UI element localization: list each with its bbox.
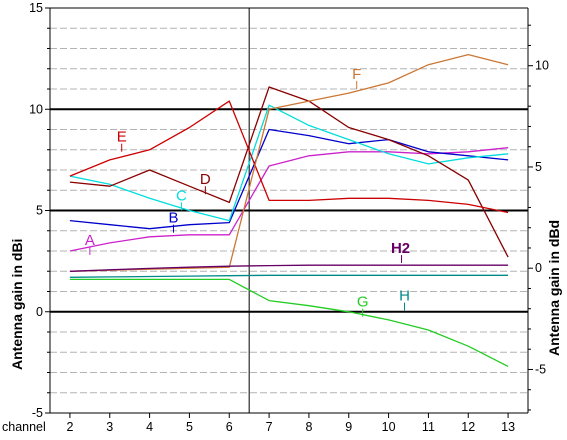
y-tick-label-left: 0 (36, 305, 43, 319)
y-axis-title-left: Antenna gain in dBi (9, 239, 25, 370)
y-tick-label-right: -5 (535, 362, 546, 376)
x-axis-title: channel (2, 420, 46, 434)
series-line-h2 (69, 264, 509, 272)
axes (45, 7, 533, 418)
y-tick-label-right: 0 (535, 261, 542, 275)
x-tick-label: 2 (66, 420, 73, 434)
series-label-b: B (168, 210, 178, 227)
series-line-h (69, 274, 509, 278)
series-labels: A BCD E F G H H2 (85, 66, 410, 317)
series-label-f: F (352, 66, 361, 83)
y-axis-title-right: Antenna gain in dBd (546, 220, 562, 356)
x-tick-label: 3 (106, 420, 113, 434)
x-tick-label: 6 (226, 420, 233, 434)
series-line-e (69, 100, 509, 214)
x-tick-label: 5 (186, 420, 193, 434)
series-line-b (69, 128, 509, 230)
series-label-c: C (176, 187, 187, 204)
x-tick-label: 10 (382, 420, 396, 434)
series-label-e: E (117, 129, 127, 146)
series-label-d: D (200, 171, 211, 188)
x-tick-label: 12 (461, 420, 475, 434)
x-tick-label: 9 (345, 420, 352, 434)
x-tick-label: 7 (266, 420, 273, 434)
series-label-h: H (399, 288, 410, 305)
series-lines (69, 53, 509, 367)
series-line-a (69, 147, 509, 252)
series-line-g (69, 278, 509, 367)
x-tick-label: 4 (146, 420, 153, 434)
x-tick-label: 13 (501, 420, 515, 434)
y-tick-label-right: 10 (535, 59, 549, 73)
y-tick-label-left: 10 (29, 102, 43, 116)
y-tick-label-left: -5 (32, 406, 43, 420)
y-tick-label-right: 5 (535, 160, 542, 174)
series-label-a: A (85, 232, 95, 249)
series-line-c (69, 104, 509, 222)
series-line-f (69, 53, 509, 272)
series-label-h2: H2 (391, 240, 410, 257)
y-tick-label-left: 15 (29, 1, 43, 15)
x-tick-label: 8 (305, 420, 312, 434)
series-line-d (69, 86, 509, 258)
grid (50, 27, 528, 394)
series-label-g: G (357, 294, 369, 311)
y-tick-label-left: 5 (36, 204, 43, 218)
x-tick-label: 11 (422, 420, 435, 434)
tick-labels: 15 10 5 0 -5 10 5 0 -5 2 3 4 5 6 7 8 9 10 11 12 13 (29, 1, 549, 434)
